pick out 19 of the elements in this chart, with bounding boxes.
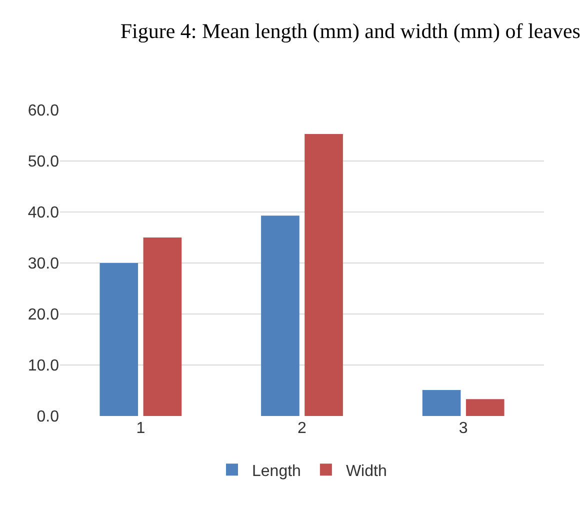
y-tick-label: 50.0 — [28, 154, 60, 171]
bar — [143, 238, 182, 416]
x-tick-label: 3 — [458, 420, 468, 437]
y-tick-label: 60.0 — [28, 102, 60, 120]
bar — [100, 263, 138, 416]
y-tick-label: 20.0 — [28, 306, 60, 324]
bar — [304, 134, 343, 416]
legend-label: Width — [346, 462, 387, 480]
bar — [422, 390, 461, 416]
bar — [261, 216, 300, 416]
chart-title: Figure 4: Mean length (mm) and width (mm) of leaves — [120, 18, 580, 43]
y-tick-label: 30.0 — [28, 256, 60, 273]
x-tick-label: 1 — [136, 420, 146, 437]
legend-label: Length — [252, 462, 301, 480]
x-tick-label: 2 — [298, 420, 307, 437]
y-tick-label: 10.0 — [28, 358, 60, 375]
y-tick-label: 0.0 — [36, 408, 60, 426]
bar — [466, 399, 504, 416]
y-tick-label: 40.0 — [28, 204, 60, 222]
